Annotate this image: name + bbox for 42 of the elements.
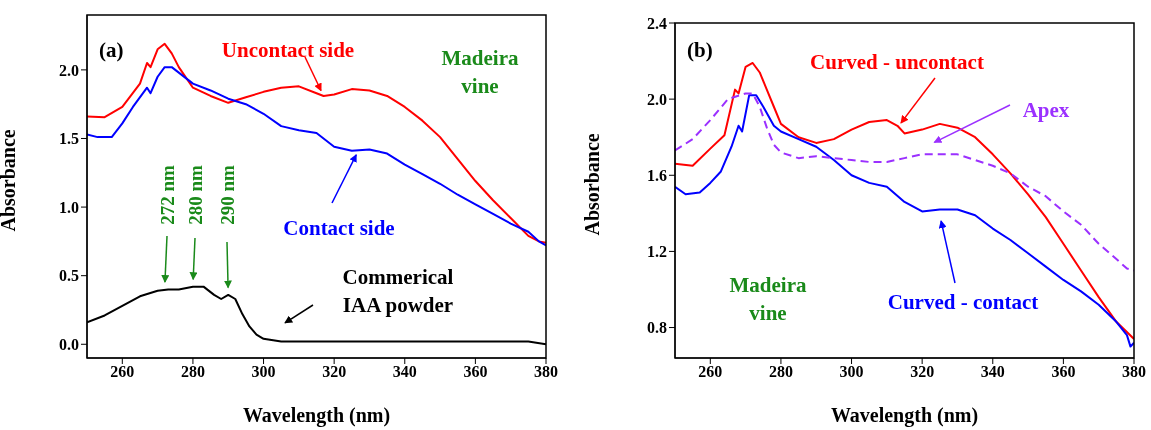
y-tick-label: 1.5 bbox=[59, 130, 79, 148]
annotation: (a) bbox=[99, 38, 124, 62]
x-tick-label: 340 bbox=[980, 363, 1005, 381]
x-tick-label: 300 bbox=[839, 363, 864, 381]
annotation: Madeira vine bbox=[441, 46, 519, 98]
y-axis-title: Absorbance bbox=[581, 133, 604, 236]
x-tick-label: 280 bbox=[768, 363, 793, 381]
y-tick-label: 0.0 bbox=[59, 335, 79, 353]
annotation: 280 nm bbox=[184, 165, 206, 225]
annotation: Uncontact side bbox=[221, 38, 355, 62]
x-tick-label: 340 bbox=[392, 363, 417, 381]
y-tick-label: 1.0 bbox=[59, 198, 79, 216]
x-tick-label: 260 bbox=[110, 363, 135, 381]
x-axis-title: Wavelength (nm) bbox=[242, 404, 391, 427]
annotation: Commerical IAA powder bbox=[342, 265, 454, 317]
x-tick-label: 380 bbox=[534, 363, 558, 381]
y-tick-label: 2.0 bbox=[647, 90, 667, 108]
y-tick-label: 0.5 bbox=[59, 267, 79, 285]
x-tick-label: 320 bbox=[322, 363, 347, 381]
x-tick-label: 280 bbox=[180, 363, 205, 381]
annotation: 272 nm bbox=[156, 165, 178, 225]
x-tick-label: 360 bbox=[1051, 363, 1076, 381]
annotation: 290 nm bbox=[216, 165, 238, 225]
annotation: Curved - contact bbox=[887, 290, 1039, 314]
y-tick-label: 2.0 bbox=[59, 61, 79, 79]
x-tick-label: 380 bbox=[1122, 363, 1146, 381]
line-series bbox=[87, 285, 546, 346]
y-tick-label: 1.2 bbox=[647, 243, 667, 261]
x-tick-label: 360 bbox=[463, 363, 488, 381]
y-tick-label: 1.6 bbox=[647, 166, 667, 184]
annotation: Curved - uncontact bbox=[810, 50, 984, 74]
annotation: Madeira vine bbox=[729, 273, 807, 325]
y-tick-label: 0.8 bbox=[647, 319, 667, 337]
annotation: Contact side bbox=[283, 216, 395, 240]
x-tick-label: 320 bbox=[910, 363, 935, 381]
annotation: (b) bbox=[687, 38, 713, 62]
x-axis-title: Wavelength (nm) bbox=[830, 404, 979, 427]
y-axis-title: Absorbance bbox=[0, 129, 20, 232]
annotation: Apex bbox=[1022, 98, 1070, 122]
x-tick-label: 260 bbox=[698, 363, 723, 381]
x-tick-label: 300 bbox=[251, 363, 276, 381]
y-tick-label: 2.4 bbox=[647, 14, 667, 32]
